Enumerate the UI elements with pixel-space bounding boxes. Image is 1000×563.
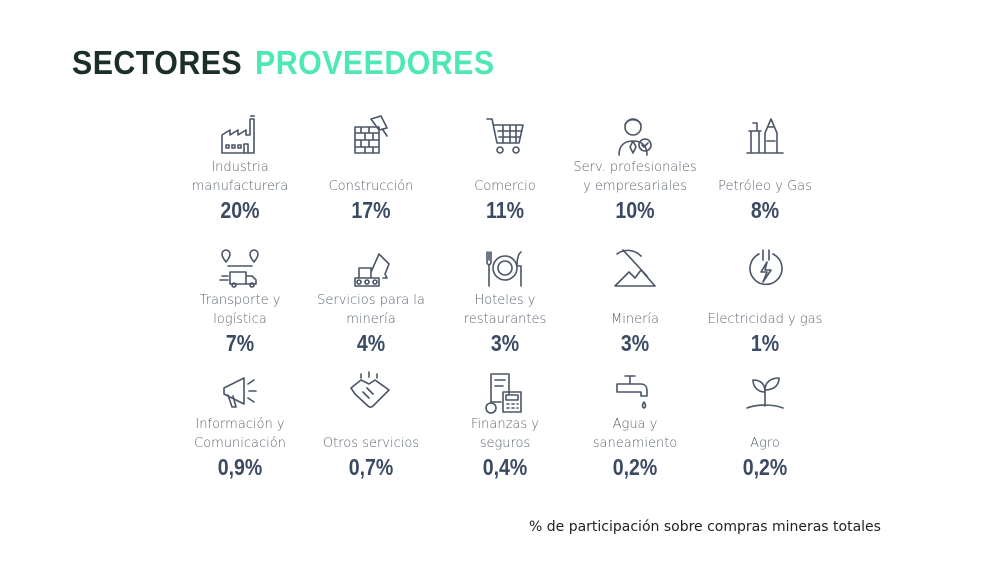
sector-label: Información y Comunicación <box>170 415 310 453</box>
plant-sprout-icon <box>695 369 835 415</box>
sector-percent: 17% <box>351 197 391 223</box>
sector-label-line1: Hoteles y <box>474 293 536 308</box>
sector-label: Serv. profesionales y empresariales <box>565 158 705 196</box>
sector-percent: 0,2% <box>612 454 658 480</box>
sector-label: Agro <box>695 415 835 453</box>
shopping-cart-icon <box>435 112 575 158</box>
sector-label: Hoteles y restaurantes <box>435 291 575 329</box>
sector-item: Agro 0,2% <box>695 369 835 481</box>
sector-percent: 3% <box>490 330 520 356</box>
sector-item: Servicios para la minería 4% <box>301 245 441 357</box>
sector-label-line2: Minería <box>611 312 659 327</box>
sector-percent: 1% <box>750 330 780 356</box>
factory-icon <box>170 112 310 158</box>
electricity-icon <box>695 245 835 291</box>
sector-label: Comercio <box>435 158 575 196</box>
sector-label-line2: Otros servicios <box>322 436 420 451</box>
delivery-truck-route-icon <box>170 245 310 291</box>
sector-item: Minería 3% <box>565 245 705 357</box>
sector-item: Comercio 11% <box>435 112 575 224</box>
sector-label-line1: Información y <box>195 417 285 432</box>
title-part2: PROVEEDORES <box>255 44 495 81</box>
page-title: SECTORES PROVEEDORES <box>72 44 495 82</box>
sector-label: Electricidad y gas <box>695 291 835 329</box>
sector-percent: 20% <box>220 197 260 223</box>
sector-item: Petróleo y Gas 8% <box>695 112 835 224</box>
sector-label-line1: Industria <box>211 160 269 175</box>
sector-label: Otros servicios <box>301 415 441 453</box>
sector-label-line2: Petróleo y Gas <box>718 179 812 194</box>
plate-cutlery-icon <box>435 245 575 291</box>
sector-label: Construcción <box>301 158 441 196</box>
sector-label-line1: Transporte y <box>199 293 281 308</box>
excavator-icon <box>301 245 441 291</box>
sector-percent: 0,9% <box>217 454 263 480</box>
sector-label: Agua y saneamiento <box>565 415 705 453</box>
sector-percent: 0,2% <box>742 454 788 480</box>
sector-label: Finanzas y seguros <box>435 415 575 453</box>
sector-percent: 0,4% <box>482 454 528 480</box>
sector-label-line1: Agua y <box>612 417 658 432</box>
sector-label-line2: restaurantes <box>463 312 547 327</box>
sector-label: Servicios para la minería <box>301 291 441 329</box>
handshake-icon <box>301 369 441 415</box>
sector-item: Hoteles y restaurantes 3% <box>435 245 575 357</box>
sector-label-line2: Comercio <box>474 179 536 194</box>
sector-label-line2: Comunicación <box>194 436 286 451</box>
professional-person-icon <box>565 112 705 158</box>
sector-percent: 0,7% <box>348 454 394 480</box>
sector-label: Industria manufacturera <box>170 158 310 196</box>
sector-label: Petróleo y Gas <box>695 158 835 196</box>
footnote: % de participación sobre compras mineras… <box>529 519 881 535</box>
finance-calculator-icon <box>435 369 575 415</box>
sector-percent: 8% <box>750 197 780 223</box>
sector-item: Transporte y logística 7% <box>170 245 310 357</box>
sector-label-line2: manufacturera <box>191 179 289 194</box>
pickaxe-mountain-icon <box>565 245 705 291</box>
sector-label: Minería <box>565 291 705 329</box>
sector-label-line1: Servicios para la <box>317 293 425 308</box>
sector-item: Serv. profesionales y empresariales 10% <box>565 112 705 224</box>
sector-label-line2: logística <box>213 312 267 327</box>
sector-percent: 4% <box>356 330 386 356</box>
sector-label-line2: minería <box>346 312 396 327</box>
sector-label-line1: Serv. profesionales <box>573 160 697 175</box>
sector-percent: 3% <box>620 330 650 356</box>
sector-label-line2: y empresariales <box>583 179 687 194</box>
sector-item: Electricidad y gas 1% <box>695 245 835 357</box>
sector-label: Transporte y logística <box>170 291 310 329</box>
megaphone-icon <box>170 369 310 415</box>
sector-label-line2: Electricidad y gas <box>707 312 823 327</box>
brick-wall-trowel-icon <box>301 112 441 158</box>
sector-label-line2: Agro <box>750 436 780 451</box>
sector-item: Finanzas y seguros 0,4% <box>435 369 575 481</box>
sector-label-line2: Construcción <box>328 179 414 194</box>
sector-percent: 10% <box>615 197 655 223</box>
sector-label-line2: saneamiento <box>592 436 678 451</box>
sector-label-line1: Finanzas y <box>471 417 539 432</box>
sector-item: Construcción 17% <box>301 112 441 224</box>
oil-pump-icon <box>695 112 835 158</box>
sector-percent: 11% <box>485 197 525 223</box>
title-part1: SECTORES <box>72 44 243 81</box>
water-tap-icon <box>565 369 705 415</box>
sector-item: Otros servicios 0,7% <box>301 369 441 481</box>
sector-item: Información y Comunicación 0,9% <box>170 369 310 481</box>
sector-item: Industria manufacturera 20% <box>170 112 310 224</box>
sector-label-line2: seguros <box>479 436 531 451</box>
sector-percent: 7% <box>225 330 255 356</box>
sector-item: Agua y saneamiento 0,2% <box>565 369 705 481</box>
